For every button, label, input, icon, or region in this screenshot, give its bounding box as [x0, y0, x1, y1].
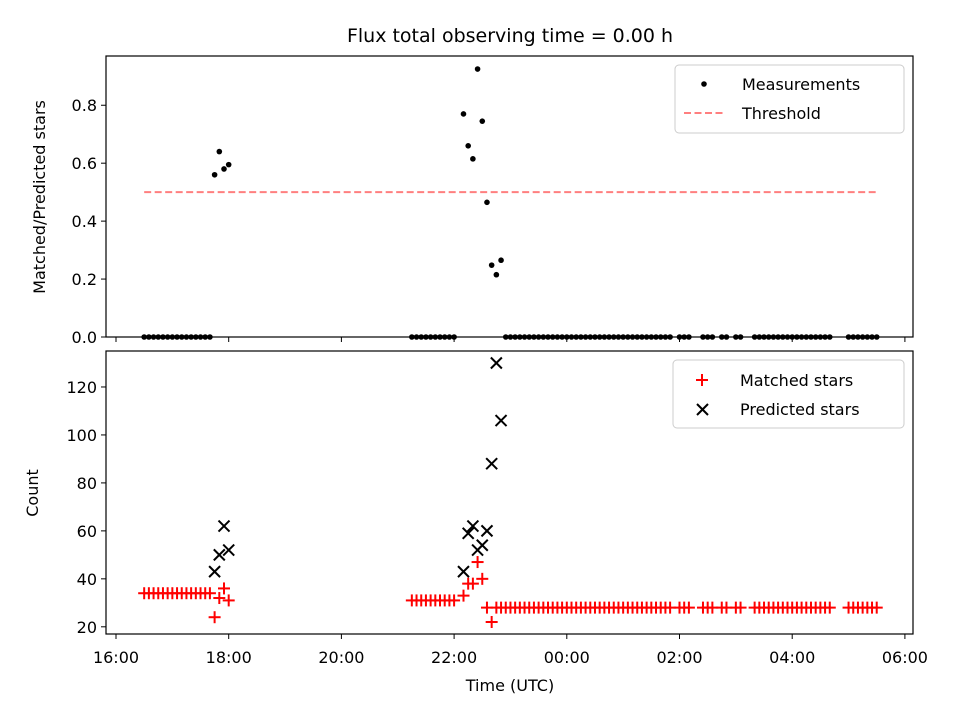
matched-star-point	[457, 589, 470, 602]
x-axis-label: Time (UTC)	[465, 676, 554, 695]
predicted-star-stroke	[461, 527, 475, 540]
top-plot-area	[141, 66, 880, 340]
predicted-star-stroke	[480, 524, 494, 538]
measurement-point	[474, 66, 481, 72]
bottom-y-axis-label: Count	[23, 469, 42, 517]
predicted-star-point	[461, 527, 475, 540]
bottom-x-tick-label: 00:00	[544, 648, 590, 667]
top-y-tick-label: 0.2	[72, 270, 97, 289]
bottom-x-tick-label: 20:00	[318, 648, 364, 667]
matched-star-point	[218, 582, 231, 595]
legend-predicted-marker	[696, 403, 709, 416]
predicted-star-point	[213, 548, 226, 562]
bottom-x-tick-label: 18:00	[206, 648, 252, 667]
matched-star-point	[682, 601, 695, 614]
bottom-y-axis: 20 40 60 80 100 120	[66, 378, 106, 637]
predicted-star-point	[494, 414, 508, 427]
legend-measurements-label: Measurements	[742, 75, 860, 94]
legend-matched-marker	[696, 374, 708, 386]
predicted-star-stroke	[466, 519, 480, 533]
measurement-point	[493, 271, 500, 278]
measurement-point	[498, 257, 504, 264]
top-y-tick-label: 0.6	[72, 154, 97, 173]
predicted-star-point	[466, 519, 480, 533]
predicted-star-stroke	[494, 414, 508, 427]
predicted-star-stroke	[457, 565, 470, 578]
measurement-point	[211, 171, 218, 178]
predicted-star-point	[476, 539, 489, 552]
predicted-star-stroke	[222, 543, 235, 557]
bottom-y-tick-label: 40	[77, 570, 97, 589]
top-y-tick-label: 0.4	[72, 212, 97, 231]
legend-matched-label: Matched stars	[740, 371, 853, 390]
matched-star-point	[485, 616, 498, 629]
matched-star-point	[222, 594, 235, 607]
top-y-axis-label: Matched/Predicted stars	[30, 100, 49, 294]
measurement-point	[465, 143, 471, 149]
top-y-axis: 0.0 0.2 0.4 0.6 0.8	[72, 96, 106, 347]
predicted-star-point	[222, 543, 235, 557]
bottom-x-tick-label: 22:00	[431, 648, 477, 667]
predicted-star-stroke	[476, 539, 489, 552]
matched-star-point	[203, 587, 216, 600]
measurement-point	[225, 161, 232, 168]
bottom-y-tick-label: 120	[66, 378, 97, 397]
matched-star-point	[213, 592, 226, 605]
measurement-point	[488, 262, 495, 268]
bottom-x-tick-label: 02:00	[656, 648, 702, 667]
predicted-star-stroke	[208, 565, 221, 578]
top-axes-frame	[105, 55, 914, 338]
bottom-legend-box	[672, 359, 905, 429]
top-legend: Measurements Threshold	[674, 64, 905, 134]
bottom-panel: 20 40 60 80 100 120 16:00 18:00 20:00 22:00 00:00…	[23, 350, 928, 695]
matched-star-point	[471, 556, 484, 569]
predicted-star-point	[217, 519, 231, 533]
measurement-point	[479, 118, 486, 124]
matched-star-point	[823, 601, 836, 614]
measurement-point	[221, 166, 227, 172]
chart-title: Flux total observing time = 0.00 h	[347, 25, 673, 47]
predicted-star-point	[208, 565, 221, 578]
bottom-legend: Matched stars Predicted stars	[672, 359, 905, 429]
measurement-point	[484, 199, 490, 206]
predicted-star-stroke	[490, 356, 503, 370]
matched-star-point	[734, 601, 747, 614]
top-legend-box	[674, 64, 905, 134]
measurement-point	[216, 148, 223, 155]
bottom-y-tick-label: 60	[77, 522, 97, 541]
matched-star-point	[448, 594, 461, 607]
top-x-axis	[115, 337, 906, 342]
matched-star-point	[476, 572, 489, 585]
top-panel: 0.00.20.40.60.8 Matched/Predicted stars …	[30, 55, 914, 347]
bottom-axes-frame	[105, 350, 914, 635]
legend-measurements-marker	[701, 81, 707, 87]
bottom-y-tick-label: 20	[77, 618, 97, 637]
legend-predicted-label: Predicted stars	[740, 400, 860, 419]
bottom-plot-area	[138, 356, 883, 629]
top-y-tick-label: 0.0	[72, 328, 97, 347]
measurement-point	[460, 111, 467, 117]
bottom-x-tick-label: 04:00	[769, 648, 815, 667]
matched-star-point	[208, 611, 221, 624]
matched-star-point	[466, 577, 479, 590]
predicted-star-point	[457, 565, 470, 578]
predicted-star-stroke	[213, 548, 226, 562]
legend-threshold-label: Threshold	[741, 104, 821, 123]
bottom-x-tick-label: 16:00	[93, 648, 139, 667]
matched-star-point	[870, 601, 883, 614]
bottom-x-tick-label: 06:00	[882, 648, 928, 667]
predicted-star-point	[480, 524, 494, 538]
predicted-star-point	[490, 356, 503, 370]
predicted-star-stroke	[217, 519, 231, 533]
bottom-y-tick-label: 100	[66, 426, 97, 445]
predicted-star-stroke	[485, 457, 498, 470]
top-y-tick-label: 0.8	[72, 96, 97, 115]
bottom-x-axis: 16:00 18:00 20:00 22:00 00:00 02:00 04:00 06:00	[93, 634, 928, 667]
bottom-y-tick-label: 80	[77, 474, 97, 493]
predicted-star-point	[485, 457, 498, 470]
measurement-point	[470, 156, 476, 162]
